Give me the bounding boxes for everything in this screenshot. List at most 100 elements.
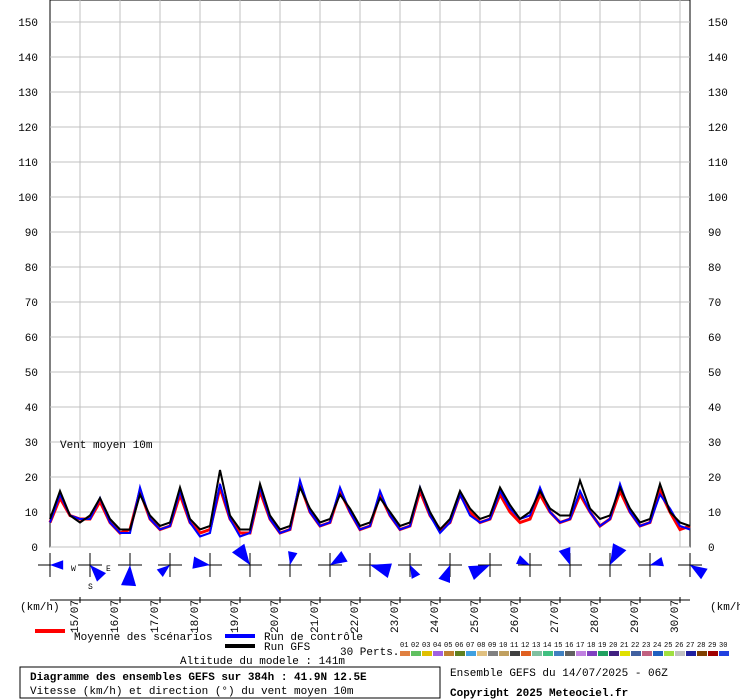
perturbation-swatch	[598, 651, 608, 656]
y-tick-label: 50	[708, 368, 721, 380]
y-tick-label: 120	[708, 123, 728, 135]
perturbation-swatch	[664, 651, 674, 656]
perturbation-swatch	[466, 651, 476, 656]
wind-rose	[192, 556, 210, 569]
y-tick-label: 110	[708, 158, 728, 170]
wind-rose	[650, 556, 664, 567]
y-tick-label: 140	[18, 53, 38, 65]
perturbation-swatch	[554, 651, 564, 656]
perturbation-name: 30	[719, 642, 727, 650]
wind-rose	[288, 551, 298, 565]
y-tick-label: 10	[25, 508, 38, 520]
perturbation-name: 17	[576, 642, 584, 650]
x-tick-label: 24/07	[430, 600, 442, 633]
wind-rose	[330, 551, 348, 565]
perturbation-name: 09	[488, 642, 496, 650]
perturbation-name: 15	[554, 642, 562, 650]
perturbation-name: 18	[587, 642, 595, 650]
x-tick-label: 29/07	[630, 600, 642, 633]
perturbation-swatch	[510, 651, 520, 656]
wind-rose	[468, 565, 490, 581]
perturbation-name: 25	[664, 642, 672, 650]
perturbation-swatch	[444, 651, 454, 656]
perturbation-name: 03	[422, 642, 430, 650]
wind-rose	[558, 547, 571, 565]
perturbation-name: 02	[411, 642, 419, 650]
y-tick-label: 0	[31, 543, 38, 555]
perturbation-name: 06	[455, 642, 463, 650]
perturbation-name: 04	[433, 642, 441, 650]
compass-label: E	[106, 565, 111, 574]
x-tick-label: 19/07	[230, 600, 242, 633]
y-tick-label: 60	[25, 333, 38, 345]
perturbation-swatch	[433, 651, 443, 656]
y-tick-label: 90	[708, 228, 721, 240]
x-tick-label: 21/07	[310, 600, 322, 633]
legend-label: Run de contrôle	[264, 632, 363, 644]
perturbation-name: 29	[708, 642, 716, 650]
wind-rose	[438, 565, 451, 583]
x-tick-label: 23/07	[390, 600, 402, 633]
perturbation-name: 26	[675, 642, 683, 650]
legend-label: Moyenne des scénarios	[74, 632, 213, 644]
y-tick-label: 80	[25, 263, 38, 275]
series-line	[49, 469, 691, 532]
y-tick-label: 30	[25, 438, 38, 450]
perturbation-name: 13	[532, 642, 540, 650]
wind-rose	[516, 555, 530, 565]
perturbation-swatch	[719, 651, 729, 656]
y-unit: (km/h)	[20, 602, 60, 614]
perturbation-swatch	[653, 651, 663, 656]
y-tick-label: 70	[25, 298, 38, 310]
perturbation-swatch	[488, 651, 498, 656]
x-tick-label: 28/07	[590, 600, 602, 633]
perturbation-name: 08	[477, 642, 485, 650]
wind-rose	[231, 543, 250, 565]
perturbation-swatch	[620, 651, 630, 656]
wind-rose	[156, 565, 170, 578]
perturbation-name: 01	[400, 642, 408, 650]
compass-label: W	[71, 565, 76, 574]
perturbation-name: 28	[697, 642, 705, 650]
wind-rose	[690, 565, 708, 580]
x-tick-label: 16/07	[110, 600, 122, 633]
y-unit: (km/h)	[710, 602, 740, 614]
wind-rose	[50, 560, 64, 570]
perturbation-name: 14	[543, 642, 551, 650]
x-tick-label: 26/07	[510, 600, 522, 633]
wind-rose	[610, 543, 627, 565]
wind-rose	[410, 565, 421, 579]
y-tick-label: 120	[18, 123, 38, 135]
y-tick-label: 90	[25, 228, 38, 240]
perturbation-swatch	[543, 651, 553, 656]
altitude: Altitude du modele : 141m	[180, 656, 345, 668]
y-tick-label: 150	[18, 18, 38, 30]
y-tick-label: 20	[708, 473, 721, 485]
perturbation-swatch	[631, 651, 641, 656]
perturbation-swatch	[642, 651, 652, 656]
y-tick-label: 150	[708, 18, 728, 30]
perturbation-name: 05	[444, 642, 452, 650]
perturbation-name: 20	[609, 642, 617, 650]
x-tick-label: 17/07	[150, 600, 162, 633]
perturbation-name: 22	[631, 642, 639, 650]
perturbation-swatch	[532, 651, 542, 656]
perturbation-swatch	[686, 651, 696, 656]
y-tick-label: 40	[25, 403, 38, 415]
y-tick-label: 110	[18, 158, 38, 170]
x-tick-label: 20/07	[270, 600, 282, 633]
run-info: Ensemble GEFS du 14/07/2025 - 06Z	[450, 668, 668, 680]
wind-rose	[370, 563, 392, 578]
perturbation-swatch	[708, 651, 718, 656]
x-tick-label: 22/07	[350, 600, 362, 633]
perturbation-swatch	[587, 651, 597, 656]
perturbation-swatch	[576, 651, 586, 656]
compass-label: S	[88, 583, 93, 592]
y-tick-label: 30	[708, 438, 721, 450]
y-tick-label: 40	[708, 403, 721, 415]
perturbation-name: 11	[510, 642, 518, 650]
perturbation-swatch	[675, 651, 685, 656]
perturbation-name: 16	[565, 642, 573, 650]
y-tick-label: 130	[708, 88, 728, 100]
